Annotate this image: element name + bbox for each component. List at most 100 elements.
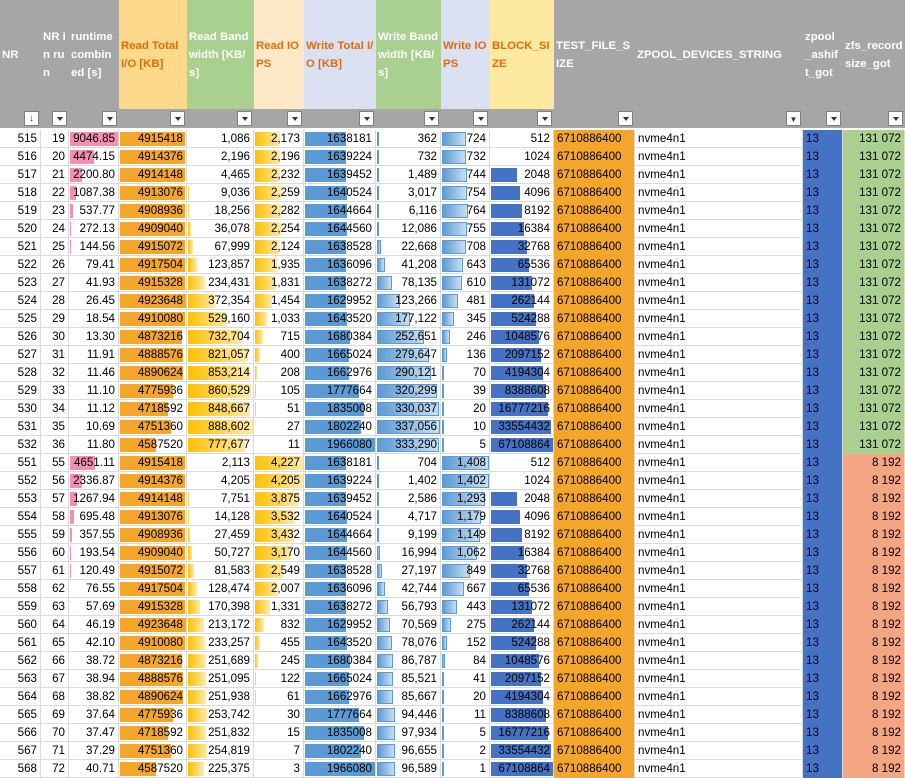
cell-readiops[interactable]: 3 (254, 760, 304, 778)
cell-ashift[interactable]: 13 (803, 184, 843, 202)
cell-readiops[interactable]: 7 (254, 742, 304, 760)
cell-testfile[interactable]: 6710886400 (554, 724, 635, 742)
column-header-nrrun[interactable]: NR in run (41, 0, 69, 109)
cell-readiops[interactable]: 3,432 (254, 526, 304, 544)
cell-readiops[interactable]: 30 (254, 706, 304, 724)
cell-readiops[interactable]: 832 (254, 616, 304, 634)
table-row[interactable]: 528 32 11.46 4890624 853,214 208 1662976 290,12… (0, 364, 905, 382)
cell-runtime[interactable]: 37.64 (69, 706, 119, 724)
cell-nr[interactable]: 522 (0, 256, 41, 274)
cell-blocksize[interactable]: 4194304 (490, 688, 554, 706)
cell-readbw[interactable]: 128,474 (187, 580, 254, 598)
cell-readtot[interactable]: 4873216 (119, 652, 187, 670)
filter-dropdown-button[interactable] (618, 111, 633, 126)
cell-writetot[interactable]: 1835008 (304, 724, 376, 742)
cell-blocksize[interactable]: 512 (490, 454, 554, 472)
cell-writeiops[interactable]: 20 (441, 688, 490, 706)
cell-runtime[interactable]: 18.54 (69, 310, 119, 328)
cell-readtot[interactable]: 4751360 (119, 418, 187, 436)
table-row[interactable]: 529 33 11.10 4775936 860,529 105 1777664 320,29… (0, 382, 905, 400)
cell-runtime[interactable]: 9046.85 (69, 130, 119, 148)
cell-runtime[interactable]: 38.94 (69, 670, 119, 688)
cell-nrrun[interactable]: 67 (41, 670, 69, 688)
cell-nr[interactable]: 565 (0, 706, 41, 724)
cell-testfile[interactable]: 6710886400 (554, 220, 635, 238)
cell-nr[interactable]: 519 (0, 202, 41, 220)
cell-writeiops[interactable]: 5 (441, 436, 490, 454)
cell-nrrun[interactable]: 35 (41, 418, 69, 436)
cell-writebw[interactable]: 362 (376, 130, 441, 148)
cell-nr[interactable]: 553 (0, 490, 41, 508)
cell-zpooldev[interactable]: nvme4n1 (635, 436, 803, 454)
cell-testfile[interactable]: 6710886400 (554, 418, 635, 436)
cell-recsize[interactable]: 131 072 (843, 382, 905, 400)
cell-writebw[interactable]: 85,667 (376, 688, 441, 706)
cell-nr[interactable]: 526 (0, 328, 41, 346)
cell-nr[interactable]: 552 (0, 472, 41, 490)
table-row[interactable]: 566 70 37.47 4718592 251,832 15 1835008 97,934 5… (0, 724, 905, 742)
cell-nr[interactable]: 556 (0, 544, 41, 562)
cell-readtot[interactable]: 4915072 (119, 562, 187, 580)
cell-writetot[interactable]: 1966080 (304, 436, 376, 454)
cell-writebw[interactable]: 732 (376, 148, 441, 166)
cell-nrrun[interactable]: 20 (41, 148, 69, 166)
cell-readbw[interactable]: 27,459 (187, 526, 254, 544)
cell-ashift[interactable]: 13 (803, 454, 843, 472)
cell-ashift[interactable]: 13 (803, 544, 843, 562)
cell-testfile[interactable]: 6710886400 (554, 382, 635, 400)
cell-ashift[interactable]: 13 (803, 400, 843, 418)
cell-nr[interactable]: 523 (0, 274, 41, 292)
cell-runtime[interactable]: 76.55 (69, 580, 119, 598)
cell-readiops[interactable]: 3,532 (254, 508, 304, 526)
cell-nrrun[interactable]: 72 (41, 760, 69, 778)
cell-ashift[interactable]: 13 (803, 292, 843, 310)
cell-readtot[interactable]: 4910080 (119, 310, 187, 328)
cell-writetot[interactable]: 1640524 (304, 184, 376, 202)
cell-writetot[interactable]: 1640524 (304, 508, 376, 526)
cell-runtime[interactable]: 46.19 (69, 616, 119, 634)
cell-readiops[interactable]: 4,205 (254, 472, 304, 490)
cell-readtot[interactable]: 4915418 (119, 130, 187, 148)
table-row[interactable]: 520 24 272.13 4909040 36,078 2,254 1644560 12,0… (0, 220, 905, 238)
cell-testfile[interactable]: 6710886400 (554, 364, 635, 382)
cell-writetot[interactable]: 1644664 (304, 202, 376, 220)
cell-recsize[interactable]: 131 072 (843, 328, 905, 346)
cell-writeiops[interactable]: 246 (441, 328, 490, 346)
table-row[interactable]: 561 65 42.10 4910080 233,257 455 1643520 78,076… (0, 634, 905, 652)
cell-ashift[interactable]: 13 (803, 166, 843, 184)
cell-nrrun[interactable]: 19 (41, 130, 69, 148)
cell-zpooldev[interactable]: nvme4n1 (635, 310, 803, 328)
cell-runtime[interactable]: 38.72 (69, 652, 119, 670)
cell-nrrun[interactable]: 21 (41, 166, 69, 184)
cell-recsize[interactable]: 131 072 (843, 148, 905, 166)
cell-readbw[interactable]: 251,832 (187, 724, 254, 742)
cell-writeiops[interactable]: 643 (441, 256, 490, 274)
cell-nr[interactable]: 524 (0, 292, 41, 310)
cell-zpooldev[interactable]: nvme4n1 (635, 742, 803, 760)
cell-runtime[interactable]: 4474.15 (69, 148, 119, 166)
cell-writebw[interactable]: 330,037 (376, 400, 441, 418)
cell-readbw[interactable]: 9,036 (187, 184, 254, 202)
cell-writeiops[interactable]: 732 (441, 148, 490, 166)
cell-blocksize[interactable]: 512 (490, 130, 554, 148)
cell-writeiops[interactable]: 1,408 (441, 454, 490, 472)
cell-zpooldev[interactable]: nvme4n1 (635, 454, 803, 472)
cell-ashift[interactable]: 13 (803, 634, 843, 652)
cell-writeiops[interactable]: 70 (441, 364, 490, 382)
cell-blocksize[interactable]: 131072 (490, 598, 554, 616)
table-row[interactable]: 524 28 26.45 4923648 372,354 1,454 1629952 123,… (0, 292, 905, 310)
cell-readtot[interactable]: 4908936 (119, 202, 187, 220)
column-header-readiops[interactable]: Read IOPS (254, 0, 304, 109)
cell-nr[interactable]: 566 (0, 724, 41, 742)
cell-readiops[interactable]: 1,033 (254, 310, 304, 328)
cell-recsize[interactable]: 8 192 (843, 760, 905, 778)
cell-runtime[interactable]: 357.55 (69, 526, 119, 544)
cell-runtime[interactable]: 144.56 (69, 238, 119, 256)
cell-nrrun[interactable]: 27 (41, 274, 69, 292)
cell-writebw[interactable]: 41,208 (376, 256, 441, 274)
cell-writeiops[interactable]: 2 (441, 742, 490, 760)
cell-zpooldev[interactable]: nvme4n1 (635, 598, 803, 616)
cell-readiops[interactable]: 15 (254, 724, 304, 742)
table-row[interactable]: 515 19 9046.85 4915418 1,086 2,173 1638181 362 7… (0, 130, 905, 148)
cell-writeiops[interactable]: 1,179 (441, 508, 490, 526)
